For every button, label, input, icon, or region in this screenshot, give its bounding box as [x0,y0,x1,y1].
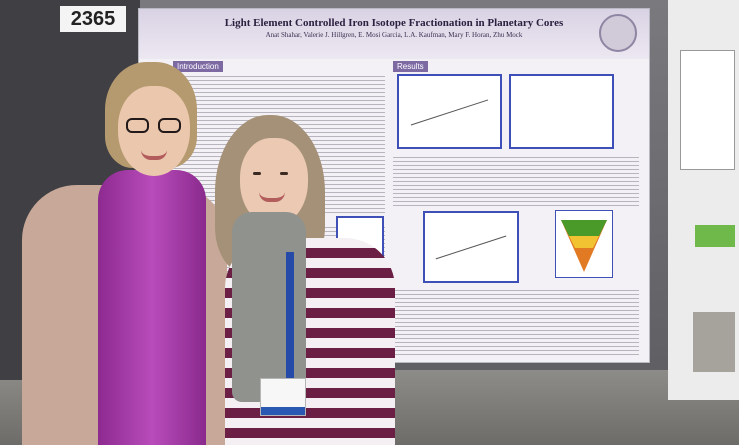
right-poster-photo [693,312,735,372]
results-figure-1 [397,74,502,149]
board-number-sign: 2365 [60,6,126,32]
purple-scarf [98,170,206,445]
blue-lanyard [286,252,294,382]
section-introduction: Introduction [173,61,223,72]
eye-icon [253,172,261,175]
institution-logo-icon [599,14,637,52]
poster-title: Light Element Controlled Iron Isotope Fr… [224,17,564,29]
conclusion-text-block [393,287,639,357]
right-poster-green-box [695,225,735,247]
section-results: Results [393,61,428,72]
results-text-block [393,154,639,209]
poster-header [139,9,649,59]
glasses-icon [126,118,184,134]
face-right [240,138,308,226]
layered-funnel-diagram [555,210,613,278]
eye-icon [280,172,288,175]
name-badge [260,378,306,416]
results-figure-3 [423,211,519,283]
right-poster-chart [680,50,735,170]
results-figure-2 [509,74,614,149]
smile-left [141,150,167,160]
poster-authors: Anat Shahar, Valerie J. Hillgren, E. Mos… [265,31,523,39]
gray-scarf [232,212,306,402]
smile-right [259,192,285,202]
